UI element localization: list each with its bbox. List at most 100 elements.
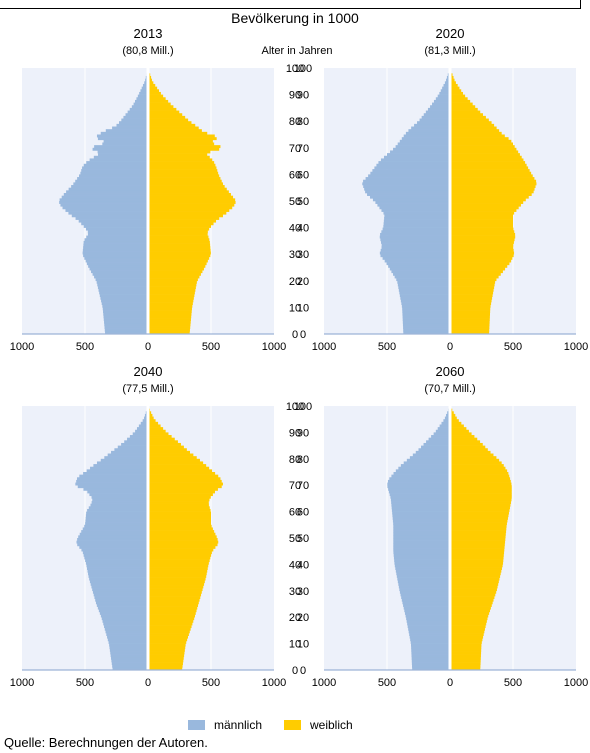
bar-female-age-47 (148, 206, 233, 210)
bar-male-age-56 (392, 519, 450, 523)
bar-male-age-54 (364, 187, 450, 191)
bar-female-age-12 (450, 299, 492, 303)
bar-female-age-65 (450, 158, 524, 162)
bar-female-age-13 (450, 633, 484, 636)
bar-female-age-79 (450, 458, 500, 462)
bar-male-age-45 (68, 211, 148, 215)
bar-female-age-22 (148, 609, 197, 613)
bar-female-age-76 (148, 466, 210, 470)
bar-female-age-37 (148, 569, 208, 573)
bar-male-age-41 (394, 559, 450, 563)
bar-male-age-63 (376, 163, 450, 167)
x-tick-label: 1000 (262, 677, 286, 689)
bar-male-age-0 (112, 667, 148, 671)
bar-male-age-57 (85, 516, 148, 520)
bar-male-age-28 (400, 593, 450, 597)
bar-female-age-10 (148, 304, 193, 308)
bar-male-age-18 (406, 619, 450, 623)
bar-female-age-84 (450, 445, 486, 449)
bar-male-age-30 (399, 588, 450, 592)
bar-female-age-52 (450, 530, 507, 534)
bar-male-age-82 (415, 450, 450, 454)
legend-swatch-male (188, 720, 205, 730)
y-tick-label: 0 (300, 665, 306, 677)
y-tick-label: 60 (297, 507, 309, 519)
bar-female-age-40 (148, 224, 211, 228)
bar-male-age-12 (400, 299, 450, 303)
bar-male-age-36 (379, 235, 450, 239)
bar-female-age-97 (450, 411, 454, 415)
bar-female-age-11 (148, 638, 188, 642)
bar-female-age-60 (148, 508, 211, 512)
bar-female-age-39 (148, 227, 210, 231)
bar-female-age-1 (148, 328, 190, 332)
bar-female-age-91 (450, 427, 467, 431)
bar-female-age-80 (450, 118, 489, 122)
bar-male-age-27 (85, 259, 148, 263)
bar-female-age-15 (148, 627, 191, 631)
bar-male-age-32 (90, 582, 148, 586)
bar-female-age-41 (450, 559, 504, 563)
bar-female-age-7 (148, 648, 185, 652)
bar-male-age-82 (423, 113, 450, 117)
bar-female-age-15 (148, 291, 195, 295)
panel-subtitle: (81,3 Mill.) (424, 45, 475, 57)
bar-male-age-49 (393, 538, 450, 541)
bar-male-age-83 (114, 448, 148, 452)
bar-female-age-91 (148, 427, 164, 431)
bar-male-age-44 (384, 214, 450, 218)
bar-female-age-92 (148, 424, 161, 428)
bar-male-age-27 (384, 259, 450, 263)
bar-female-age-48 (450, 540, 506, 544)
bar-female-age-67 (450, 153, 520, 157)
bar-male-age-60 (370, 171, 450, 175)
bar-female-age-69 (148, 147, 220, 151)
bar-male-age-57 (392, 516, 450, 520)
bar-female-age-49 (148, 201, 236, 204)
pyramid-2013: 1000 500 0 500 1000 0 10 20 30 40 50 60 70 80 90 100 201… (10, 26, 304, 353)
bar-female-age-49 (450, 201, 524, 204)
bar-female-age-24 (148, 604, 199, 607)
bar-male-age-29 (399, 590, 450, 594)
bar-female-age-58 (148, 514, 211, 518)
bar-male-age-21 (394, 275, 450, 279)
bar-male-age-41 (383, 222, 450, 226)
bar-female-age-71 (148, 479, 222, 483)
bar-male-age-35 (88, 574, 148, 578)
bar-female-age-11 (450, 638, 483, 642)
y-tick-label: 50 (289, 533, 301, 545)
bar-female-age-28 (450, 256, 513, 260)
x-tick-label: 1000 (312, 677, 336, 689)
bar-female-age-81 (148, 115, 186, 119)
bar-female-age-69 (148, 485, 222, 489)
bar-male-age-32 (398, 582, 450, 586)
bar-female-age-36 (148, 572, 207, 576)
bar-male-age-8 (411, 646, 450, 650)
bar-female-age-61 (148, 506, 210, 510)
top-border (0, 0, 581, 9)
bar-male-age-63 (83, 163, 148, 167)
bar-female-age-87 (450, 99, 471, 103)
bar-male-age-33 (83, 243, 148, 247)
bar-female-age-88 (450, 97, 468, 101)
panel-title: 2013 (134, 26, 163, 41)
bar-female-age-24 (450, 267, 506, 271)
bar-female-age-38 (148, 230, 208, 234)
bar-male-age-13 (106, 633, 148, 636)
bar-female-age-31 (450, 248, 514, 252)
bar-female-age-87 (450, 437, 478, 441)
bar-female-age-8 (148, 310, 192, 314)
x-tick-label: 500 (504, 341, 522, 353)
bar-female-age-21 (450, 611, 490, 615)
bar-male-age-38 (87, 567, 148, 570)
bar-male-age-53 (365, 190, 450, 194)
bar-male-age-65 (91, 495, 148, 499)
bar-male-age-10 (108, 640, 148, 644)
bar-male-age-12 (107, 635, 148, 639)
bar-male-age-86 (124, 440, 148, 444)
bar-male-age-8 (109, 646, 148, 650)
bar-male-age-71 (102, 142, 148, 146)
bar-female-age-78 (148, 123, 196, 127)
bar-male-age-13 (100, 296, 148, 300)
bar-male-age-26 (401, 598, 450, 602)
